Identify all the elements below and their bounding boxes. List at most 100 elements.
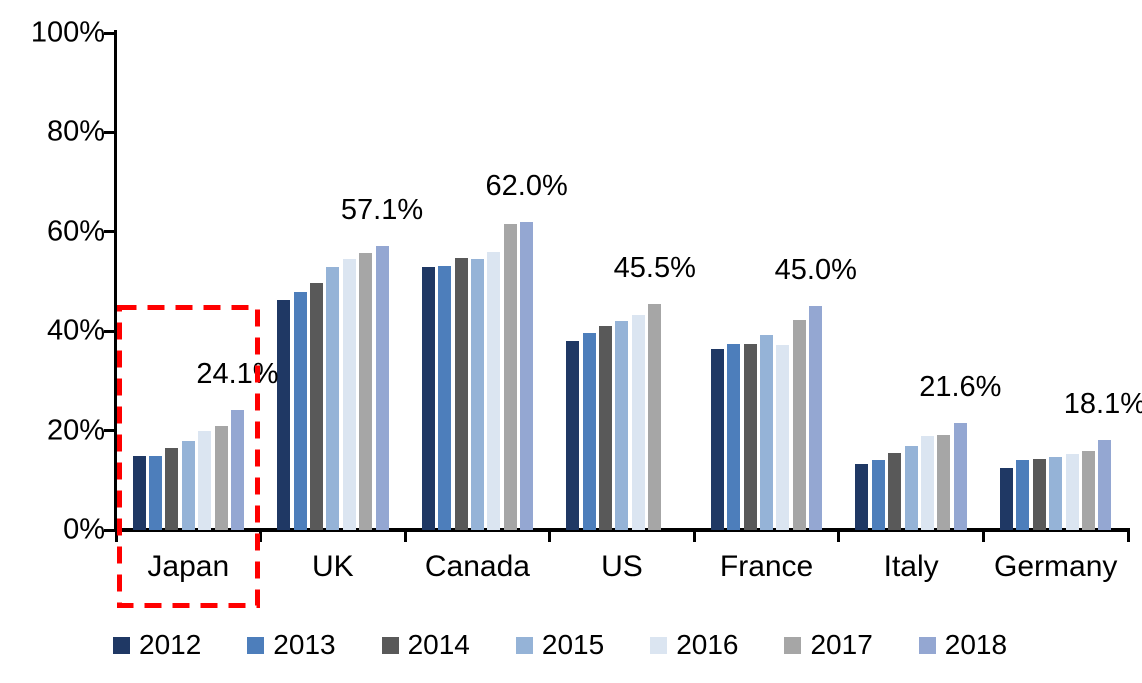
legend-item-2012: 2012 xyxy=(113,629,201,661)
value-label-us: 45.5% xyxy=(613,251,696,284)
legend-item-2018: 2018 xyxy=(918,629,1008,661)
bar-us-2012 xyxy=(566,341,580,530)
bar-canada-2017 xyxy=(503,223,517,530)
y-tick-mark xyxy=(104,329,116,333)
bar-uk-2013 xyxy=(293,292,307,530)
legend-label-2017: 2017 xyxy=(810,629,873,660)
legend-swatch-2012 xyxy=(113,636,130,654)
category-label-us: US xyxy=(601,550,643,583)
value-label-japan: 24.1% xyxy=(196,358,279,391)
bar-italy-2018 xyxy=(953,422,967,530)
bar-germany-2014 xyxy=(1032,458,1046,530)
bar-france-2012 xyxy=(710,349,724,530)
y-axis-line xyxy=(114,30,117,532)
bar-us-2013 xyxy=(582,332,596,530)
legend-item-2015: 2015 xyxy=(515,629,605,661)
legend-swatch-2018 xyxy=(918,636,936,654)
legend-label-2014: 2014 xyxy=(407,629,470,660)
bar-uk-2014 xyxy=(309,282,323,530)
legend-swatch-2013 xyxy=(247,636,265,654)
bar-germany-2017 xyxy=(1081,450,1095,530)
bar-germany-2015 xyxy=(1049,456,1063,530)
bar-group-canada xyxy=(405,221,550,530)
bar-japan-2018 xyxy=(230,410,244,530)
category-label-france: France xyxy=(719,550,814,583)
x-tick-mark xyxy=(1126,528,1130,542)
bar-us-2016 xyxy=(631,314,645,530)
bar-uk-2015 xyxy=(326,266,340,530)
bar-germany-2018 xyxy=(1098,440,1112,530)
bar-japan-2014 xyxy=(165,448,179,530)
legend-swatch-2014 xyxy=(381,636,399,654)
bar-uk-2018 xyxy=(375,246,389,530)
category-label-uk: UK xyxy=(312,550,354,583)
bar-group-us xyxy=(550,303,695,530)
bar-france-2015 xyxy=(760,335,774,530)
value-label-germany: 18.1% xyxy=(1063,388,1142,421)
bar-france-2014 xyxy=(743,343,757,530)
bar-france-2016 xyxy=(776,345,790,530)
y-tick-label-100: 100% xyxy=(30,16,105,49)
bar-canada-2012 xyxy=(421,266,435,530)
bar-japan-2017 xyxy=(214,426,228,530)
category-label-germany: Germany xyxy=(994,550,1118,583)
bar-group-italy xyxy=(839,422,984,530)
bar-italy-2017 xyxy=(937,435,951,530)
bar-us-2014 xyxy=(599,326,613,530)
category-label-canada: Canada xyxy=(424,550,530,583)
value-label-italy: 21.6% xyxy=(919,370,1002,403)
legend-label-2015: 2015 xyxy=(541,629,605,660)
bar-japan-2012 xyxy=(132,456,146,530)
bar-germany-2016 xyxy=(1065,453,1079,530)
y-tick-mark xyxy=(104,130,116,134)
legend-label-2016: 2016 xyxy=(676,629,739,660)
bar-group-uk xyxy=(261,246,406,530)
bar-italy-2012 xyxy=(855,463,869,530)
legend-swatch-2016 xyxy=(650,636,668,654)
bar-france-2018 xyxy=(809,306,823,530)
legend-item-2014: 2014 xyxy=(381,629,470,661)
y-tick-label-20: 20% xyxy=(46,414,105,447)
y-tick-label-80: 80% xyxy=(46,115,105,148)
bar-uk-2016 xyxy=(342,259,356,530)
x-tick-mark xyxy=(548,528,552,542)
legend-label-2012: 2012 xyxy=(139,629,202,660)
bar-france-2017 xyxy=(792,319,806,530)
x-tick-mark xyxy=(114,528,118,542)
legend-swatch-2015 xyxy=(515,636,533,654)
y-tick-label-60: 60% xyxy=(46,215,105,248)
category-label-japan: Japan xyxy=(147,550,230,583)
x-tick-mark xyxy=(692,528,696,542)
bar-japan-2015 xyxy=(181,440,195,530)
legend-item-2013: 2013 xyxy=(247,629,336,661)
x-axis-line xyxy=(114,528,1130,532)
y-tick-mark xyxy=(104,31,116,35)
value-label-uk: 57.1% xyxy=(340,194,424,227)
bar-group-germany xyxy=(983,440,1128,530)
bar-us-2017 xyxy=(648,303,662,530)
y-tick-label-40: 40% xyxy=(46,314,105,347)
bar-japan-2013 xyxy=(149,455,162,530)
bar-italy-2015 xyxy=(904,446,918,530)
bar-canada-2018 xyxy=(520,221,534,530)
bar-france-2013 xyxy=(727,343,741,530)
bar-italy-2016 xyxy=(921,436,935,530)
bar-japan-2016 xyxy=(198,430,212,530)
x-tick-mark xyxy=(981,528,985,542)
bar-canada-2014 xyxy=(454,258,468,530)
bar-group-france xyxy=(694,306,839,530)
legend-swatch-2017 xyxy=(784,636,802,654)
bar-us-2015 xyxy=(615,321,629,530)
bar-uk-2012 xyxy=(277,300,291,530)
bar-canada-2013 xyxy=(438,265,452,530)
value-label-canada: 62.0% xyxy=(485,169,568,202)
legend-item-2017: 2017 xyxy=(784,629,873,661)
bar-group-japan xyxy=(116,410,261,530)
bar-canada-2016 xyxy=(487,251,501,530)
x-tick-mark xyxy=(837,528,841,542)
legend-label-2018: 2018 xyxy=(944,629,1008,660)
bar-germany-2013 xyxy=(1016,460,1030,530)
legend-label-2013: 2013 xyxy=(273,629,336,660)
y-tick-label-0: 0% xyxy=(63,513,105,546)
